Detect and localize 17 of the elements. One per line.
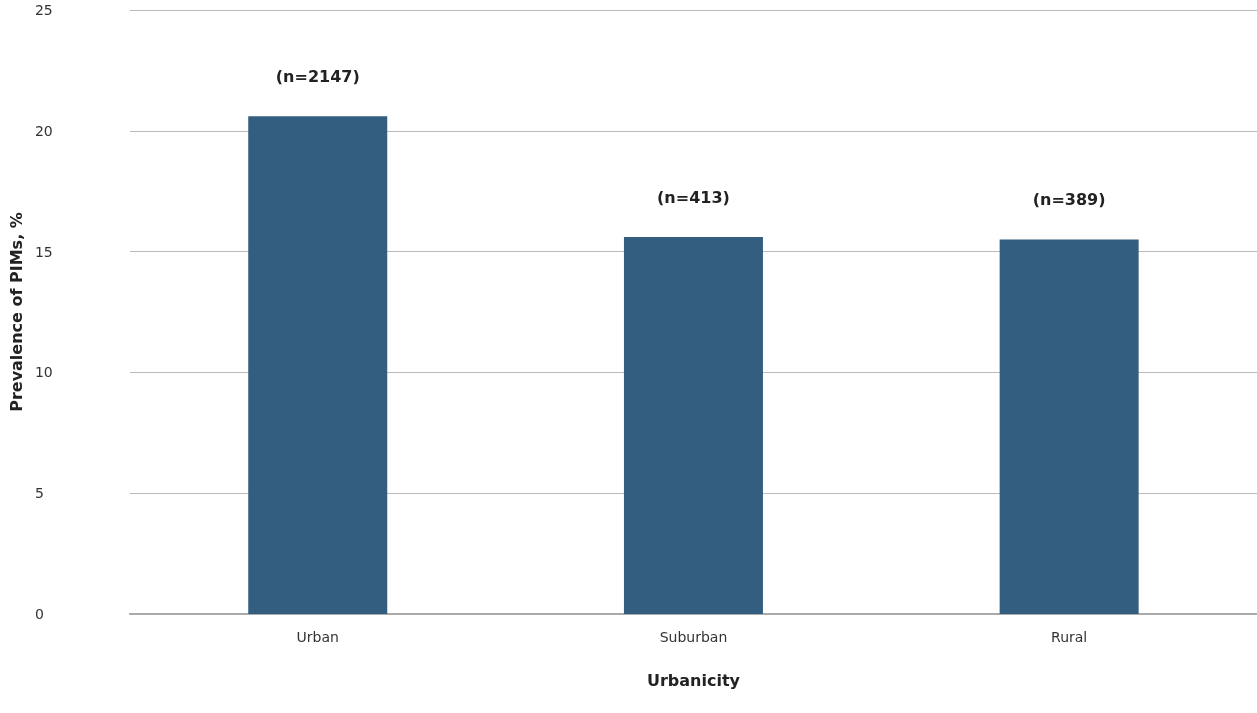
x-tick-label: Suburban xyxy=(659,629,728,645)
y-tick-label: 0 xyxy=(34,606,44,622)
bar xyxy=(623,237,763,614)
x-axis-title: Urbanicity xyxy=(646,670,741,690)
y-tick-label: 5 xyxy=(34,485,44,502)
y-axis-title: Prevalence of PIMs, % xyxy=(6,212,26,412)
annotation: (n=2147) xyxy=(275,66,360,86)
y-tick-label: 20 xyxy=(34,122,53,139)
x-tick-label: Rural xyxy=(1051,629,1088,645)
y-tick-label: 10 xyxy=(34,364,53,381)
annotation: (n=389) xyxy=(1032,190,1106,210)
y-tick-label: 25 xyxy=(34,2,53,18)
y-tick-label: 15 xyxy=(34,243,53,260)
annotation: (n=413) xyxy=(657,187,730,207)
x-tick-label: Urban xyxy=(296,629,339,645)
bar xyxy=(999,239,1139,614)
bar xyxy=(248,116,388,614)
